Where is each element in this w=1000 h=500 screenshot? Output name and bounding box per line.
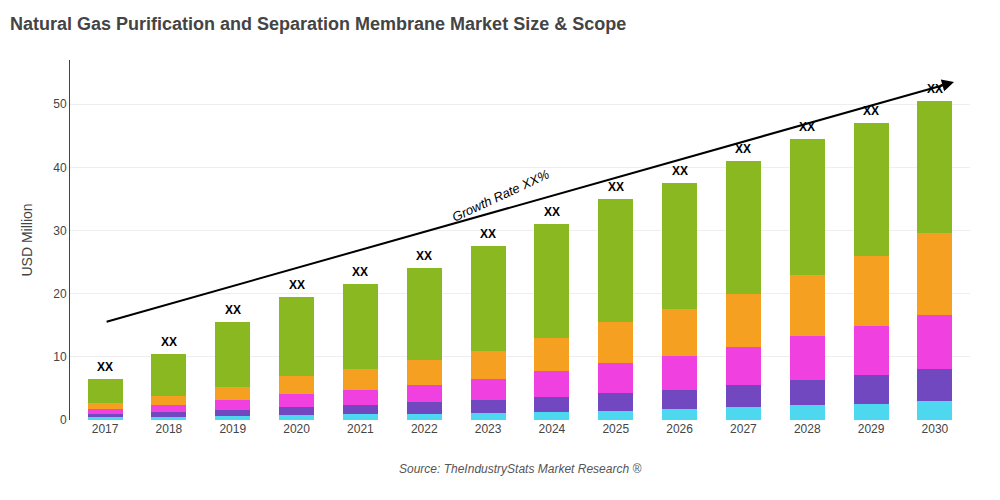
svg-text:XX: XX xyxy=(97,360,113,374)
svg-text:Growth Rate XX%: Growth Rate XX% xyxy=(450,166,552,224)
svg-text:XX: XX xyxy=(544,205,560,219)
svg-text:XX: XX xyxy=(608,180,624,194)
svg-text:XX: XX xyxy=(161,335,177,349)
svg-text:2020: 2020 xyxy=(283,422,310,436)
svg-text:2023: 2023 xyxy=(475,422,502,436)
svg-text:XX: XX xyxy=(289,278,305,292)
svg-text:XX: XX xyxy=(480,227,496,241)
svg-text:2018: 2018 xyxy=(156,422,183,436)
svg-text:USD Million: USD Million xyxy=(19,203,35,276)
svg-text:2030: 2030 xyxy=(922,422,949,436)
svg-text:40: 40 xyxy=(53,161,67,175)
svg-text:2022: 2022 xyxy=(411,422,438,436)
svg-text:2027: 2027 xyxy=(730,422,757,436)
svg-text:XX: XX xyxy=(735,142,751,156)
svg-text:2029: 2029 xyxy=(858,422,885,436)
svg-text:XX: XX xyxy=(225,303,241,317)
svg-text:XX: XX xyxy=(927,82,943,96)
svg-text:20: 20 xyxy=(53,287,67,301)
svg-text:2021: 2021 xyxy=(347,422,374,436)
svg-text:2017: 2017 xyxy=(92,422,119,436)
svg-text:Source: TheIndustryStats Marke: Source: TheIndustryStats Market Research… xyxy=(399,462,641,476)
svg-text:2019: 2019 xyxy=(219,422,246,436)
svg-text:XX: XX xyxy=(799,120,815,134)
svg-text:10: 10 xyxy=(53,350,67,364)
svg-text:2028: 2028 xyxy=(794,422,821,436)
svg-text:XX: XX xyxy=(672,164,688,178)
svg-text:2025: 2025 xyxy=(602,422,629,436)
svg-text:50: 50 xyxy=(53,97,67,111)
svg-text:2024: 2024 xyxy=(539,422,566,436)
svg-text:XX: XX xyxy=(416,249,432,263)
svg-text:2026: 2026 xyxy=(666,422,693,436)
svg-text:XX: XX xyxy=(863,104,879,118)
svg-text:30: 30 xyxy=(53,224,67,238)
svg-text:0: 0 xyxy=(60,413,67,427)
svg-text:Natural Gas Purification and S: Natural Gas Purification and Separation … xyxy=(10,14,626,34)
svg-text:XX: XX xyxy=(352,265,368,279)
